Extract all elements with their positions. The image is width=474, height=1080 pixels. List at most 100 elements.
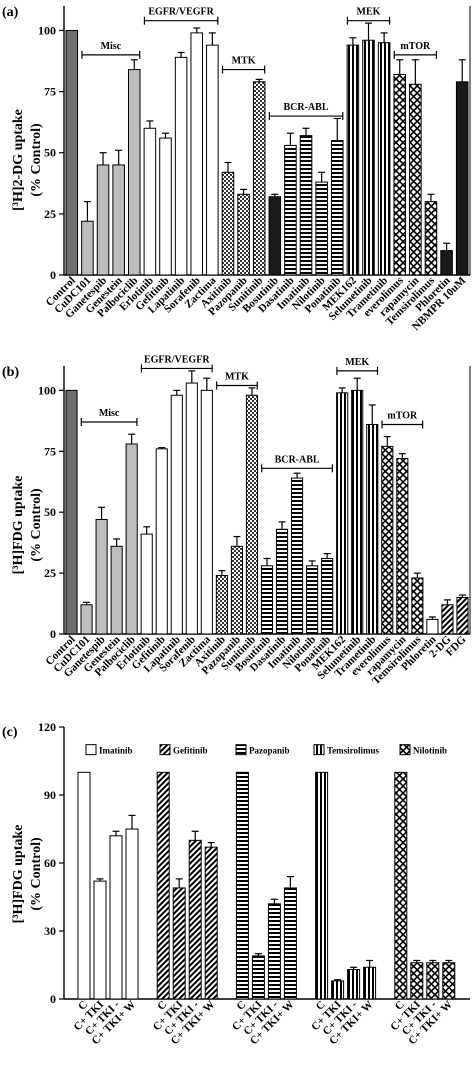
bar [410, 962, 424, 1000]
bar [125, 443, 138, 635]
bar [299, 135, 313, 276]
bar [455, 81, 469, 276]
group-label: MEK [357, 7, 381, 18]
bar [346, 44, 360, 276]
bar [426, 618, 439, 635]
bar [125, 828, 139, 1000]
bar [143, 127, 157, 276]
y-tick-label: 75 [44, 444, 56, 458]
bar [96, 164, 110, 276]
bar [426, 962, 440, 1000]
bar [424, 201, 438, 276]
bar [315, 181, 328, 276]
y-axis-label-line-2: (% Control) [29, 837, 44, 911]
y-tick-label: 75 [44, 85, 56, 99]
bar [185, 382, 198, 635]
chart-area: 0255075100ControlCuDC101GanetespibGenest… [38, 354, 471, 687]
y-tick-label: 100 [38, 383, 56, 397]
bar [215, 575, 228, 635]
bar [456, 596, 469, 635]
legend-label: Temsirolimus [327, 746, 380, 756]
y-axis-label-line-1: [³H]FDG uptake [11, 476, 26, 575]
y-tick-label: 100 [38, 23, 56, 37]
bar [159, 137, 172, 276]
bar [174, 56, 188, 276]
group-label: Misc [101, 41, 122, 52]
y-tick-label: 0 [50, 627, 56, 641]
bar [291, 477, 304, 635]
bar [235, 771, 249, 1000]
panel-label: (b) [2, 365, 19, 380]
bar [127, 69, 141, 276]
y-axis-label-line-2: (% Control) [29, 488, 44, 562]
group-label: EGFR/VEGFR [148, 7, 214, 18]
bar [394, 771, 408, 1000]
y-tick-label: 30 [44, 924, 56, 938]
y-tick-label: 0 [50, 992, 56, 1006]
legend-swatch [159, 744, 171, 756]
y-tick-label: 120 [38, 720, 56, 734]
group-label: Misc [99, 408, 120, 419]
bar [411, 577, 424, 635]
bar [331, 980, 345, 1000]
bar [321, 557, 334, 635]
bar [80, 604, 93, 635]
bar [221, 171, 235, 276]
y-tick-label: 90 [44, 788, 56, 802]
bar [306, 565, 319, 635]
bar [81, 220, 94, 276]
bar [251, 955, 265, 1000]
bar [363, 966, 377, 1000]
legend-swatch [399, 744, 411, 756]
group-label: BCR-ABL [284, 102, 329, 113]
bar [245, 394, 259, 635]
legend-label: Pazopanib [249, 746, 290, 756]
bar [170, 394, 183, 635]
legend-swatch [235, 744, 247, 756]
bar [140, 533, 153, 635]
bar [65, 389, 78, 635]
panel-label: (c) [2, 725, 18, 740]
bar [283, 887, 297, 1000]
y-axis-label-line-1: [³H]FDG uptake [11, 825, 26, 924]
group-label: MTK [225, 371, 249, 382]
bar [377, 42, 391, 276]
panel-a: (a) [³H]2-DG uptake (% Control) 0 25 50 75 1… [2, 5, 471, 333]
legend-swatch [85, 744, 97, 756]
bar [156, 771, 170, 1000]
bar [409, 83, 422, 276]
y-tick-label: 0 [50, 268, 56, 282]
bar [381, 445, 394, 635]
bar [109, 835, 123, 1000]
bar [237, 193, 250, 276]
bar [190, 32, 204, 276]
bar [347, 969, 361, 1000]
bar [204, 846, 218, 1000]
y-tick-label: 25 [44, 207, 56, 221]
y-axis-label-line-1: [³H]2-DG uptake [11, 109, 26, 211]
bar [336, 392, 349, 635]
legend-label: Gefitinib [173, 746, 208, 756]
group-label: mTOR [400, 41, 431, 52]
panel-c: (c) [³H]FDG uptake (% Control) 0 30 60 90 12… [2, 720, 470, 1047]
bar [267, 903, 281, 1000]
bar [65, 29, 79, 276]
group-label: BCR-ABL [275, 454, 320, 465]
bar [366, 423, 379, 635]
panel-b: (b) [³H]FDG uptake (% Control) 0 25 50 75 10… [2, 354, 471, 687]
panel-label: (a) [2, 5, 19, 20]
legend-label: Nilotinib [413, 746, 447, 756]
y-axis-label-line-2: (% Control) [29, 123, 44, 197]
bar [95, 518, 108, 635]
bar [155, 448, 168, 635]
bar [441, 604, 454, 635]
bar [351, 389, 364, 635]
bar [260, 565, 274, 635]
bar [396, 458, 409, 635]
y-tick-label: 60 [44, 856, 56, 870]
bar [172, 887, 186, 1000]
bar [330, 140, 344, 276]
legend-label: Imatinib [99, 746, 133, 756]
bar [77, 771, 91, 1000]
group-label: MEK [345, 357, 369, 368]
